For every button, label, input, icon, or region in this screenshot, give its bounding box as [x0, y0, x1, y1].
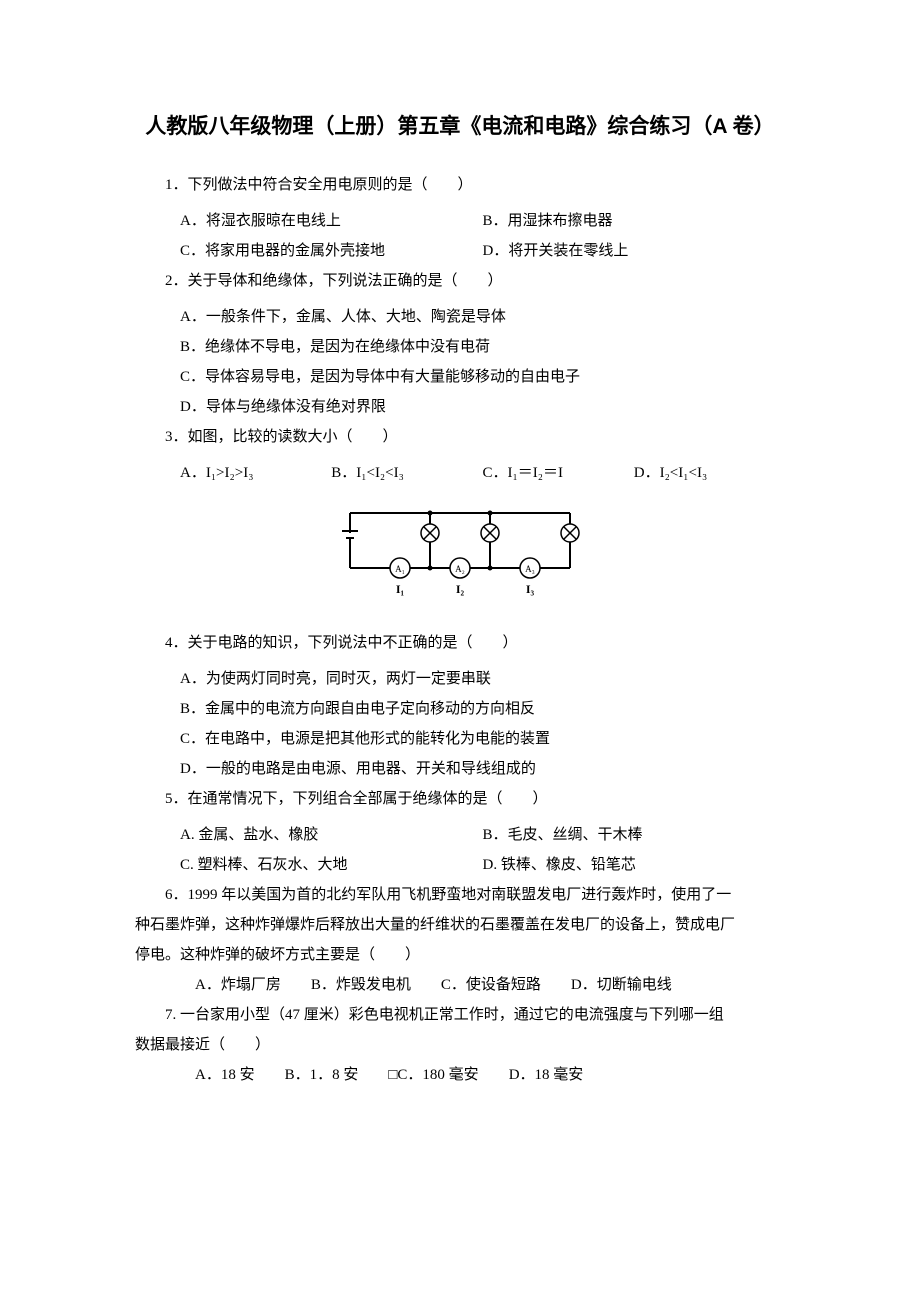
q3-option-b: B．I₁<I₂<I₃: [331, 458, 482, 488]
svg-text:A₃: A₃: [525, 564, 535, 574]
ammeter-icon: A₁: [390, 558, 410, 578]
q6-option-c: C．使设备短路: [441, 970, 541, 1000]
q3-stem: 3．如图，比较的读数大小（ ）: [135, 422, 785, 452]
i3-label: I₃: [526, 582, 535, 596]
q5-options-row2: C. 塑料棒、石灰水、大地 D. 铁棒、橡皮、铅笔芯: [135, 850, 785, 880]
q1-options-row1: A．将湿衣服晾在电线上 B．用湿抹布擦电器: [135, 206, 785, 236]
q1-option-c: C．将家用电器的金属外壳接地: [180, 236, 483, 266]
q7-option-d: D．18 毫安: [509, 1060, 584, 1090]
q1-options-row2: C．将家用电器的金属外壳接地 D．将开关装在零线上: [135, 236, 785, 266]
q5-option-a: A. 金属、盐水、橡胶: [180, 820, 483, 850]
q5-stem: 5．在通常情况下，下列组合全部属于绝缘体的是（ ）: [135, 784, 785, 814]
lamp-icon: [561, 524, 579, 542]
svg-text:A₁: A₁: [395, 564, 405, 574]
q4-option-d: D．一般的电路是由电源、用电器、开关和导线组成的: [135, 754, 785, 784]
q6-option-d: D．切断输电线: [571, 970, 672, 1000]
q6-line3: 停电。这种炸弹的破坏方式主要是（ ）: [135, 940, 785, 970]
q2-option-d: D．导体与绝缘体没有绝对界限: [135, 392, 785, 422]
circuit-svg: A₁ A₂ A₃ I₁ I₂ I₃: [330, 498, 590, 608]
q6-option-b: B．炸毁发电机: [311, 970, 411, 1000]
q7-option-a: A．18 安: [195, 1060, 255, 1090]
q4-option-c: C．在电路中，电源是把其他形式的能转化为电能的装置: [135, 724, 785, 754]
q6-line2: 种石墨炸弹，这种炸弹爆炸后释放出大量的纤维状的石墨覆盖在发电厂的设备上，赞成电厂: [135, 910, 785, 940]
circuit-diagram: A₁ A₂ A₃ I₁ I₂ I₃: [135, 498, 785, 613]
q1-stem: 1．下列做法中符合安全用电原则的是（ ）: [135, 170, 785, 200]
q1-option-d: D．将开关装在零线上: [483, 236, 786, 266]
lamp-icon: [421, 524, 439, 542]
q7-option-b: B．1．8 安: [285, 1060, 359, 1090]
svg-text:A₂: A₂: [455, 564, 465, 574]
q7-line1: 7. 一台家用小型（47 厘米）彩色电视机正常工作时，通过它的电流强度与下列哪一…: [135, 1000, 785, 1030]
i2-label: I₂: [456, 582, 465, 596]
q6-line1: 6．1999 年以美国为首的北约军队用飞机野蛮地对南联盟发电厂进行轰炸时，使用了…: [135, 880, 785, 910]
q1-option-b: B．用湿抹布擦电器: [483, 206, 786, 236]
q2-option-a: A．一般条件下，金属、人体、大地、陶瓷是导体: [135, 302, 785, 332]
q6-option-a: A．炸塌厂房: [195, 970, 281, 1000]
q3-option-d: D．I₂<I₁<I₃: [634, 458, 785, 488]
q5-option-b: B．毛皮、丝绸、干木棒: [483, 820, 786, 850]
q5-options-row1: A. 金属、盐水、橡胶 B．毛皮、丝绸、干木棒: [135, 820, 785, 850]
q2-option-c: C．导体容易导电，是因为导体中有大量能够移动的自由电子: [135, 362, 785, 392]
q6-options: A．炸塌厂房 B．炸毁发电机 C．使设备短路 D．切断输电线: [135, 970, 785, 1000]
ammeter-icon: A₃: [520, 558, 540, 578]
q5-option-d: D. 铁棒、橡皮、铅笔芯: [483, 850, 786, 880]
q4-option-a: A．为使两灯同时亮，同时灭，两灯一定要串联: [135, 664, 785, 694]
q1-option-a: A．将湿衣服晾在电线上: [180, 206, 483, 236]
q4-stem: 4．关于电路的知识，下列说法中不正确的是（ ）: [135, 628, 785, 658]
q3-option-a: A．I₁>I₂>I₃: [180, 458, 331, 488]
q5-option-c: C. 塑料棒、石灰水、大地: [180, 850, 483, 880]
q7-option-c: □C．180 毫安: [388, 1060, 478, 1090]
i1-label: I₁: [396, 582, 405, 596]
q2-option-b: B．绝缘体不导电，是因为在绝缘体中没有电荷: [135, 332, 785, 362]
q3-options: A．I₁>I₂>I₃ B．I₁<I₂<I₃ C．I₁＝I₂＝I D．I₂<I₁<…: [135, 458, 785, 488]
page-title: 人教版八年级物理（上册）第五章《电流和电路》综合练习（A 卷）: [135, 110, 785, 140]
lamp-icon: [481, 524, 499, 542]
q7-line2: 数据最接近（ ）: [135, 1030, 785, 1060]
ammeter-icon: A₂: [450, 558, 470, 578]
q3-option-c: C．I₁＝I₂＝I: [483, 458, 634, 488]
q4-option-b: B．金属中的电流方向跟自由电子定向移动的方向相反: [135, 694, 785, 724]
q2-stem: 2．关于导体和绝缘体，下列说法正确的是（ ）: [135, 266, 785, 296]
q7-options: A．18 安 B．1．8 安 □C．180 毫安 D．18 毫安: [135, 1060, 785, 1090]
